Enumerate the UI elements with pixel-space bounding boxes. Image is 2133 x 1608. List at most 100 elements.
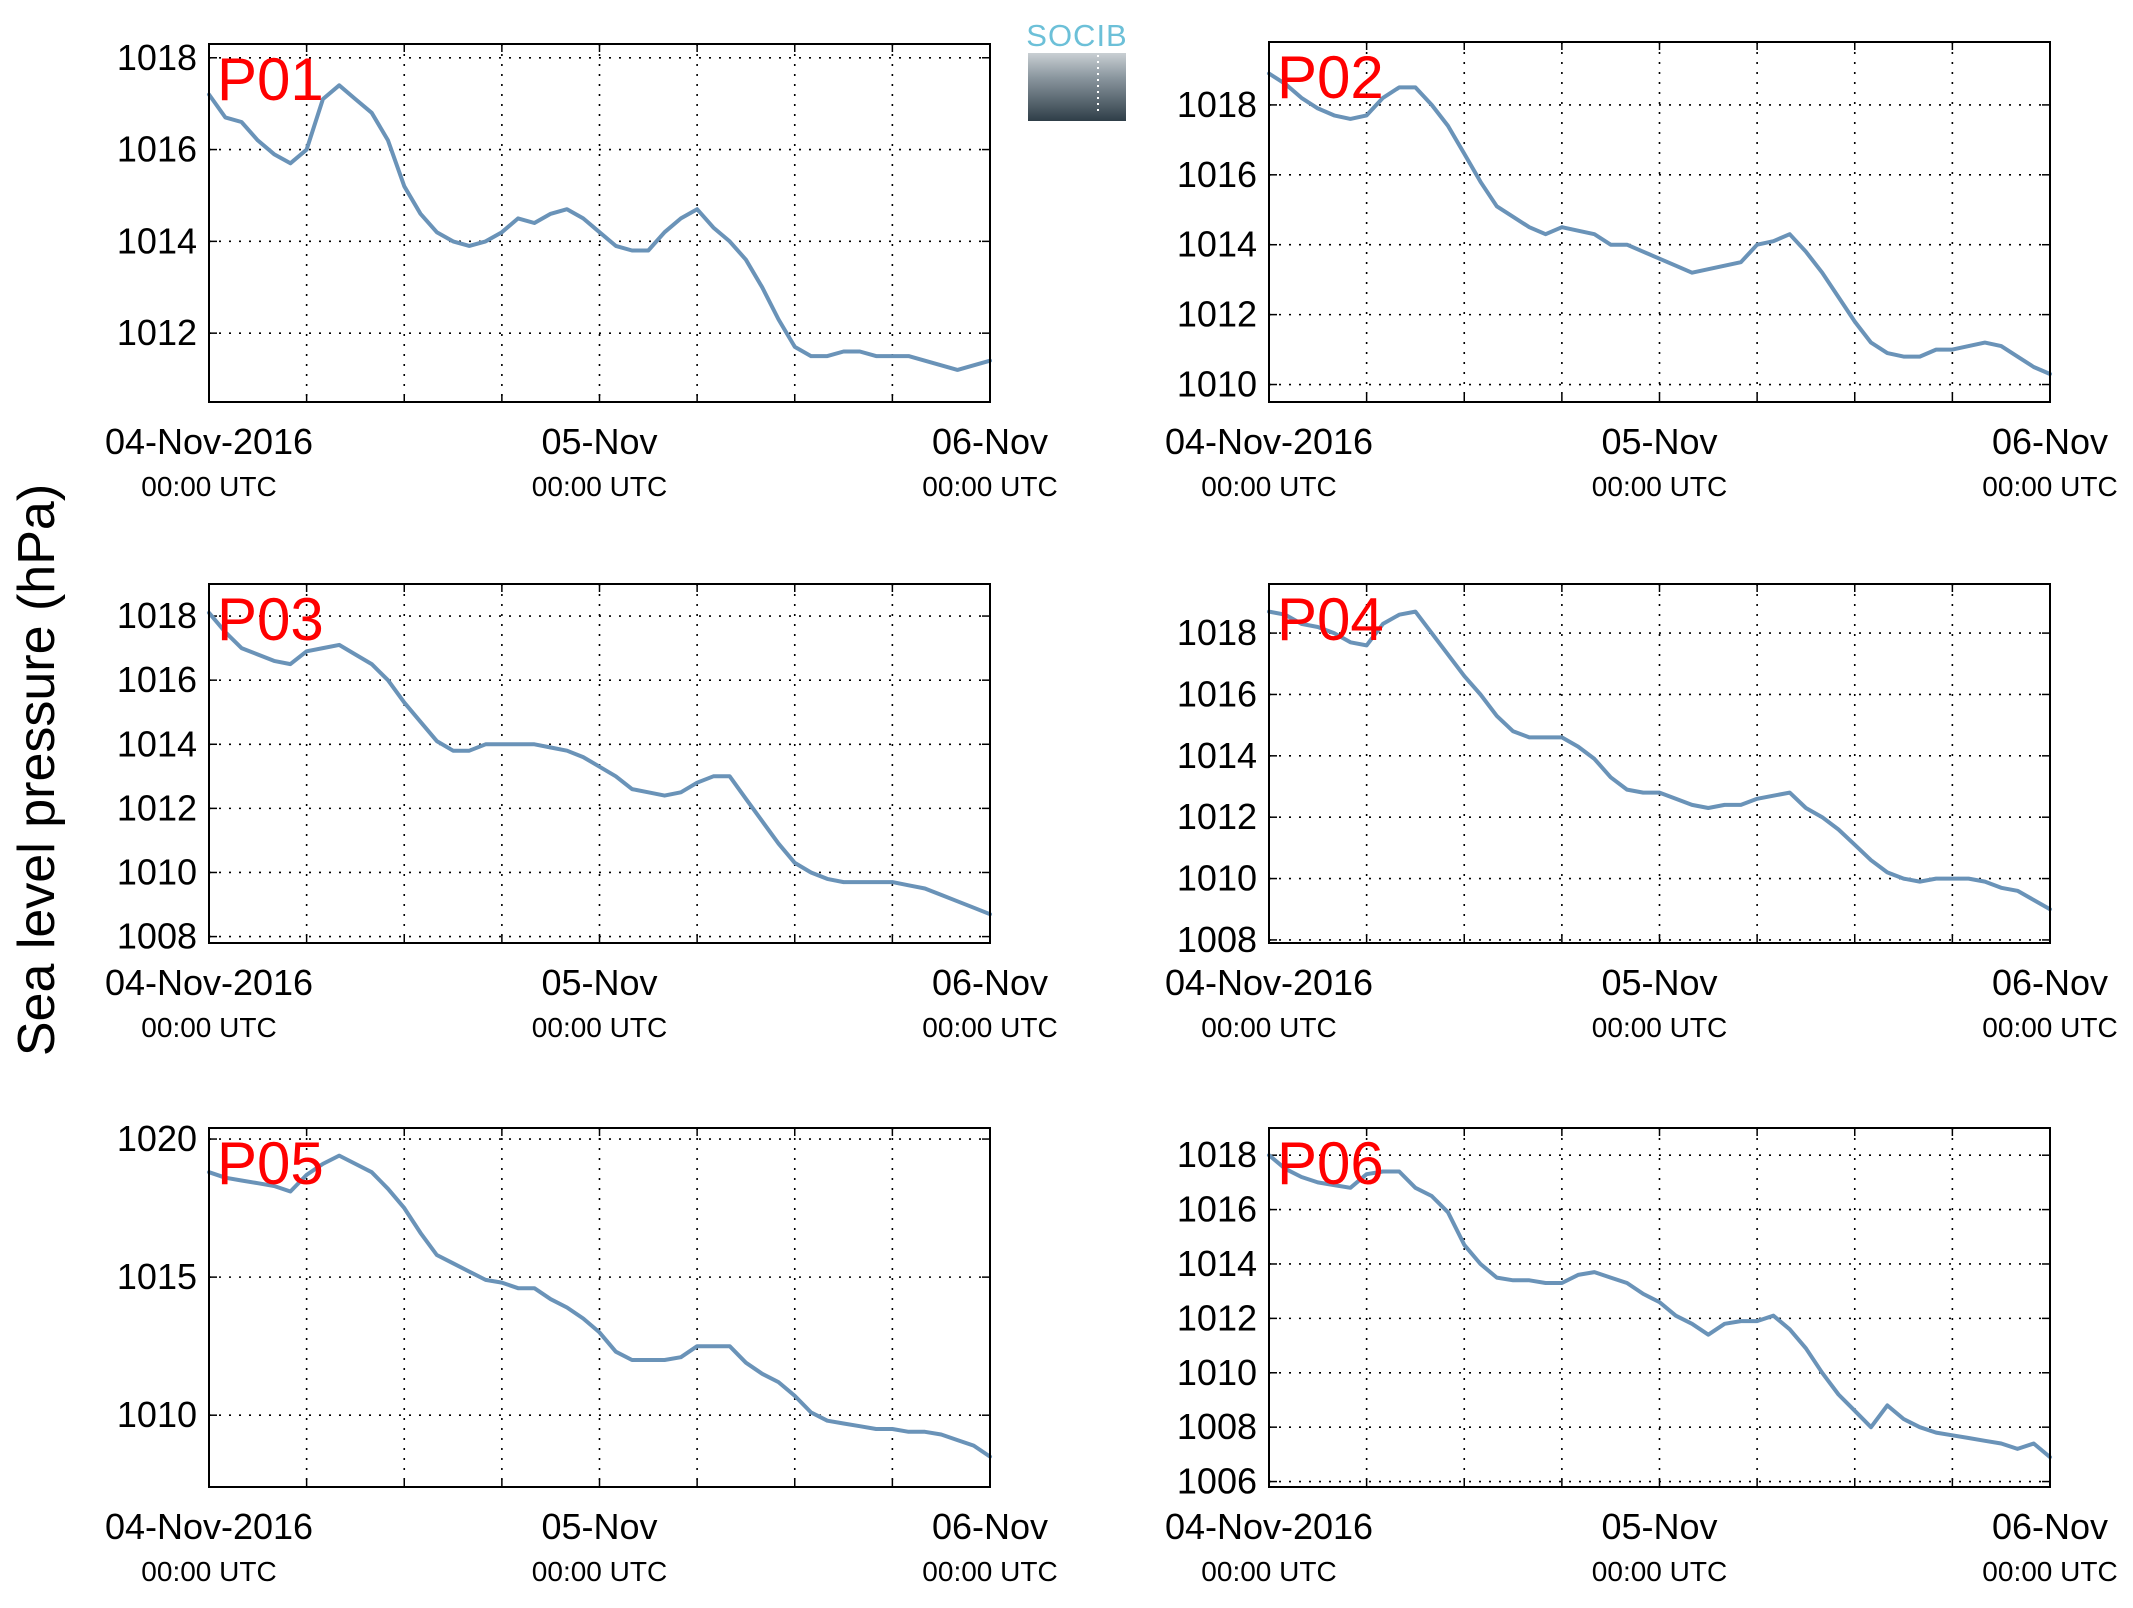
- x-tick-sublabel: 00:00 UTC: [1982, 471, 2117, 502]
- y-tick-label: 1016: [117, 659, 197, 700]
- chart-panel-p05: 1010 1015 1020 04-Nov-2016 00:00 UTC 05-Nov 00…: [105, 1118, 1058, 1587]
- chart-panel-p01: 1012 1014 1016 1018 04-Nov-2016 00:00 UTC 05-N…: [105, 37, 1058, 502]
- y-tick-label: 1020: [117, 1118, 197, 1159]
- panel-label: P03: [217, 586, 324, 653]
- x-tick-sublabel: 00:00 UTC: [141, 1012, 276, 1043]
- x-tick-sublabel: 00:00 UTC: [922, 471, 1057, 502]
- chart-panel-p06: 1006 1008 1010 1012 1014 1016 1018 04-Nov-2016 0…: [1165, 1127, 2118, 1587]
- x-tick-label: 05-Nov: [541, 1506, 657, 1547]
- x-tick-label: 04-Nov-2016: [105, 1506, 313, 1547]
- x-tick-label: 05-Nov: [541, 421, 657, 462]
- y-tick-label: 1012: [1177, 294, 1257, 335]
- x-tick-sublabel: 00:00 UTC: [922, 1556, 1057, 1587]
- x-tick-label: 05-Nov: [541, 962, 657, 1003]
- x-tick-label: 04-Nov-2016: [1165, 962, 1373, 1003]
- x-tick-label: 06-Nov: [932, 962, 1048, 1003]
- series-line: [1267, 1153, 2052, 1460]
- y-tick-label: 1014: [1177, 1243, 1257, 1284]
- y-tick-label: 1012: [117, 787, 197, 828]
- x-tick-label: 06-Nov: [1992, 1506, 2108, 1547]
- x-tick-label: 05-Nov: [1601, 962, 1717, 1003]
- y-tick-label: 1016: [1177, 1189, 1257, 1230]
- y-tick-label: 1016: [1177, 154, 1257, 195]
- series-line: [207, 83, 992, 372]
- x-tick-label: 04-Nov-2016: [1165, 421, 1373, 462]
- plot-frame: [208, 43, 991, 403]
- x-tick-sublabel: 00:00 UTC: [141, 471, 276, 502]
- socib-logo: SOCIB: [1026, 18, 1127, 121]
- x-tick-label: 06-Nov: [1992, 962, 2108, 1003]
- x-tick-sublabel: 00:00 UTC: [532, 1556, 667, 1587]
- plot-frame: [1268, 1127, 2051, 1488]
- chart-panel-p04: 1008 1010 1012 1014 1016 1018 04-Nov-2016 00:00…: [1165, 583, 2118, 1043]
- x-tick-sublabel: 00:00 UTC: [1982, 1012, 2117, 1043]
- x-tick-sublabel: 00:00 UTC: [1592, 1012, 1727, 1043]
- x-tick-label: 05-Nov: [1601, 421, 1717, 462]
- plot-frame: [1268, 41, 2051, 403]
- x-tick-label: 05-Nov: [1601, 1506, 1717, 1547]
- series-line: [207, 1153, 992, 1459]
- y-tick-label: 1008: [1177, 919, 1257, 960]
- y-tick-label: 1012: [1177, 796, 1257, 837]
- x-tick-sublabel: 00:00 UTC: [141, 1556, 276, 1587]
- y-tick-label: 1018: [117, 595, 197, 636]
- chart-panel-p02: 1010 1012 1014 1016 1018 04-Nov-2016 00:00 UTC…: [1165, 41, 2118, 502]
- plot-area: [209, 584, 990, 943]
- y-tick-label: 1012: [1177, 1297, 1257, 1338]
- y-tick-label: 1010: [117, 1394, 197, 1435]
- y-tick-label: 1010: [1177, 364, 1257, 405]
- x-tick-sublabel: 00:00 UTC: [1982, 1556, 2117, 1587]
- x-tick-sublabel: 00:00 UTC: [1201, 1012, 1336, 1043]
- chart-panel-p03: 1008 1010 1012 1014 1016 1018 04-Nov-2016 00:00…: [105, 583, 1058, 1043]
- y-tick-label: 1016: [117, 129, 197, 170]
- panel-label: P06: [1277, 1130, 1384, 1197]
- x-tick-sublabel: 00:00 UTC: [1201, 471, 1336, 502]
- x-tick-label: 04-Nov-2016: [1165, 1506, 1373, 1547]
- y-tick-label: 1018: [117, 37, 197, 78]
- plot-area: [1269, 584, 2050, 943]
- panel-label: P01: [217, 46, 324, 113]
- x-tick-sublabel: 00:00 UTC: [922, 1012, 1057, 1043]
- x-tick-sublabel: 00:00 UTC: [1201, 1556, 1336, 1587]
- x-tick-label: 06-Nov: [932, 1506, 1048, 1547]
- y-tick-label: 1018: [1177, 612, 1257, 653]
- y-tick-label: 1006: [1177, 1461, 1257, 1502]
- plot-frame: [208, 1127, 991, 1488]
- x-tick-label: 04-Nov-2016: [105, 962, 313, 1003]
- plot-frame: [208, 583, 991, 944]
- x-tick-sublabel: 00:00 UTC: [1592, 471, 1727, 502]
- y-tick-label: 1010: [1177, 858, 1257, 899]
- y-tick-label: 1014: [1177, 735, 1257, 776]
- x-tick-label: 06-Nov: [1992, 421, 2108, 462]
- y-tick-label: 1015: [117, 1256, 197, 1297]
- y-tick-label: 1016: [1177, 673, 1257, 714]
- plot-frame: [1268, 583, 2051, 944]
- series-line: [1267, 71, 2052, 376]
- plot-area: [209, 44, 990, 402]
- x-tick-label: 06-Nov: [932, 421, 1048, 462]
- logo-mark-icon: [1028, 53, 1126, 121]
- y-tick-label: 1014: [117, 723, 197, 764]
- y-tick-label: 1008: [117, 916, 197, 957]
- y-tick-label: 1010: [117, 851, 197, 892]
- series-line: [207, 610, 992, 917]
- y-tick-label: 1014: [1177, 224, 1257, 265]
- panel-label: P02: [1277, 44, 1384, 111]
- y-tick-label: 1012: [117, 312, 197, 353]
- series-line: [1267, 609, 2052, 912]
- y-tick-label: 1018: [1177, 84, 1257, 125]
- plot-area: [209, 1128, 990, 1487]
- y-tick-label: 1014: [117, 220, 197, 261]
- x-tick-sublabel: 00:00 UTC: [1592, 1556, 1727, 1587]
- x-tick-sublabel: 00:00 UTC: [532, 471, 667, 502]
- panel-label: P05: [217, 1130, 324, 1197]
- panel-label: P04: [1277, 586, 1384, 653]
- figure-ylabel: Sea level pressure (hPa): [8, 484, 66, 1056]
- y-tick-label: 1010: [1177, 1352, 1257, 1393]
- x-tick-label: 04-Nov-2016: [105, 421, 313, 462]
- x-tick-sublabel: 00:00 UTC: [532, 1012, 667, 1043]
- y-tick-label: 1008: [1177, 1406, 1257, 1447]
- logo-text: SOCIB: [1026, 18, 1127, 53]
- y-tick-label: 1018: [1177, 1134, 1257, 1175]
